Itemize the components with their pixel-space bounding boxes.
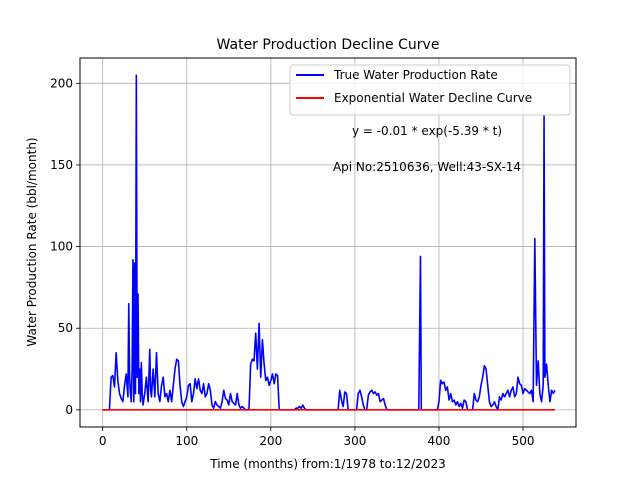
y-axis-label: Water Production Rate (bbl/month) <box>25 137 39 346</box>
x-axis-label: Time (months) from:1/1978 to:12/2023 <box>209 457 446 471</box>
x-tick-label: 0 <box>99 434 107 448</box>
legend-label-true-rate: True Water Production Rate <box>333 68 498 82</box>
x-tick-label: 100 <box>175 434 198 448</box>
series-true-water-production-rate <box>102 74 556 411</box>
y-tick-label: 200 <box>50 76 73 90</box>
y-tick-label: 0 <box>65 403 73 417</box>
x-tick-label: 500 <box>512 434 535 448</box>
chart-title: Water Production Decline Curve <box>217 37 440 53</box>
annotation-equation: y = -0.01 * exp(-5.39 * t) <box>352 124 502 138</box>
legend: True Water Production Rate Exponential W… <box>289 64 571 116</box>
tick-layer: 0 100 200 300 400 500 0 50 100 150 200 <box>50 76 534 448</box>
annotation-well-id: Api No:2510636, Well:43-SX-14 <box>333 160 521 174</box>
plot-frame <box>79 57 577 428</box>
y-tick-label: 150 <box>50 158 73 172</box>
series-layer <box>102 74 556 411</box>
y-tick-label: 50 <box>58 321 73 335</box>
y-tick-label: 100 <box>50 240 73 254</box>
legend-label-decline-curve: Exponential Water Decline Curve <box>334 91 532 105</box>
legend-box <box>289 64 571 116</box>
x-tick-label: 200 <box>259 434 282 448</box>
x-tick-label: 300 <box>343 434 366 448</box>
x-tick-label: 400 <box>428 434 451 448</box>
